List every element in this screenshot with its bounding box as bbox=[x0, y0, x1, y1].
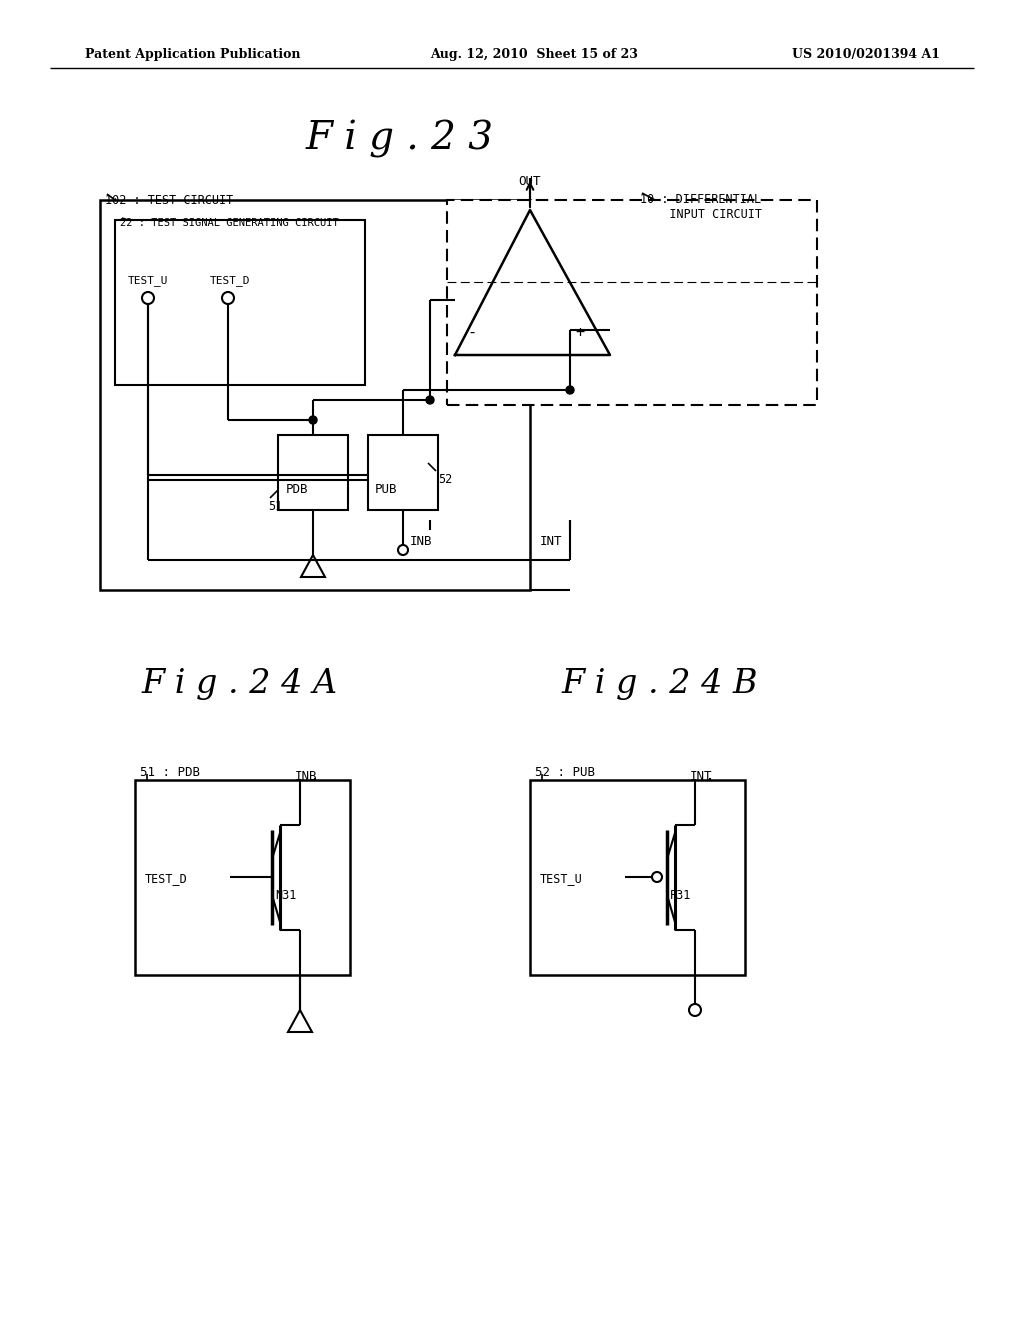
Text: +: + bbox=[575, 325, 584, 341]
Text: 52: 52 bbox=[438, 473, 453, 486]
Polygon shape bbox=[288, 1010, 312, 1032]
Text: TEST_U: TEST_U bbox=[128, 275, 169, 286]
Text: Aug. 12, 2010  Sheet 15 of 23: Aug. 12, 2010 Sheet 15 of 23 bbox=[430, 48, 638, 61]
Text: TEST_U: TEST_U bbox=[540, 873, 583, 884]
Text: INB: INB bbox=[295, 770, 317, 783]
Text: 102 : TEST CIRCUIT: 102 : TEST CIRCUIT bbox=[105, 194, 233, 207]
Text: INB: INB bbox=[410, 535, 432, 548]
Text: Patent Application Publication: Patent Application Publication bbox=[85, 48, 300, 61]
Text: TEST_D: TEST_D bbox=[145, 873, 187, 884]
Text: PDB: PDB bbox=[286, 483, 308, 496]
Text: US 2010/0201394 A1: US 2010/0201394 A1 bbox=[792, 48, 940, 61]
Text: 51 : PDB: 51 : PDB bbox=[140, 766, 200, 779]
Bar bbox=[447, 201, 817, 405]
Text: INPUT CIRCUIT: INPUT CIRCUIT bbox=[648, 209, 762, 220]
Circle shape bbox=[566, 385, 574, 393]
Circle shape bbox=[309, 416, 317, 424]
Circle shape bbox=[426, 396, 434, 404]
Text: 10 : DIFFERENTIAL: 10 : DIFFERENTIAL bbox=[640, 193, 761, 206]
Bar bbox=[530, 780, 745, 975]
Text: TEST_D: TEST_D bbox=[210, 275, 251, 286]
Text: F i g . 2 3: F i g . 2 3 bbox=[306, 120, 494, 158]
Text: N31: N31 bbox=[275, 888, 296, 902]
Bar bbox=[100, 201, 530, 590]
Bar bbox=[368, 436, 438, 510]
Text: INT: INT bbox=[690, 770, 713, 783]
Text: INT: INT bbox=[540, 535, 562, 548]
Text: F i g . 2 4 A: F i g . 2 4 A bbox=[142, 668, 338, 700]
Text: 22 : TEST SIGNAL GENERATING CIRCUIT: 22 : TEST SIGNAL GENERATING CIRCUIT bbox=[120, 218, 339, 228]
Text: 52 : PUB: 52 : PUB bbox=[535, 766, 595, 779]
Text: F i g . 2 4 B: F i g . 2 4 B bbox=[562, 668, 758, 700]
Polygon shape bbox=[301, 554, 325, 577]
Text: PUB: PUB bbox=[375, 483, 397, 496]
Text: -: - bbox=[467, 325, 476, 341]
Bar bbox=[115, 220, 365, 385]
Text: 51: 51 bbox=[268, 500, 283, 513]
Bar bbox=[278, 436, 348, 510]
Text: P31: P31 bbox=[670, 888, 691, 902]
Text: OUT: OUT bbox=[518, 176, 541, 187]
Bar bbox=[135, 780, 350, 975]
